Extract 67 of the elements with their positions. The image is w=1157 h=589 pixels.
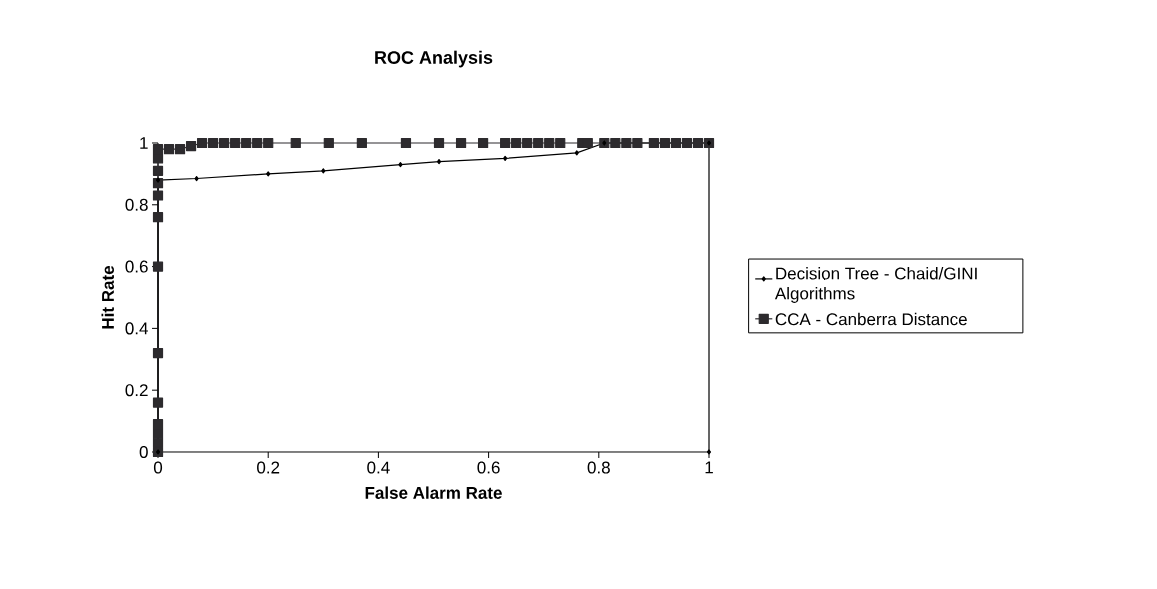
point [522, 137, 533, 149]
y-tick-label: 0.4 [125, 322, 148, 335]
point [500, 137, 511, 149]
x-tick-label: 0.8 [587, 461, 610, 474]
x-tick-label: 0.2 [257, 461, 280, 474]
point [152, 144, 164, 155]
x-tick-label: 0 [153, 461, 163, 474]
point [152, 261, 164, 272]
point [196, 137, 208, 149]
point [152, 348, 164, 359]
point [433, 137, 445, 149]
point [659, 137, 671, 149]
chart-title: ROC Analysis [375, 50, 493, 68]
point [219, 137, 230, 149]
point [670, 137, 682, 149]
y-tick-label: 0.6 [125, 260, 148, 273]
legend-label: Decision Tree - Chaid/GINI Algorithms [774, 267, 977, 303]
x-axis-title: False Alarm Rate [365, 486, 502, 499]
point [241, 137, 252, 149]
point [610, 137, 621, 149]
x-tick-label: 0.4 [367, 461, 390, 474]
point [252, 137, 263, 149]
point [478, 137, 489, 149]
point [174, 144, 186, 155]
point [152, 165, 164, 176]
y-tick-label: 0 [139, 445, 148, 459]
point [230, 137, 241, 149]
point [163, 144, 175, 155]
point [621, 137, 632, 149]
point [511, 137, 522, 149]
point [266, 171, 271, 177]
point [321, 168, 326, 174]
point [398, 162, 403, 168]
point [194, 175, 199, 182]
point [152, 212, 164, 223]
point [152, 419, 164, 430]
x-tick-label: 0.6 [477, 461, 500, 474]
y-tick-label: 0.8 [125, 198, 148, 211]
point [503, 155, 508, 162]
point [290, 137, 301, 149]
point [152, 153, 164, 164]
point [400, 137, 412, 149]
point [356, 137, 367, 149]
point [533, 137, 544, 149]
point [574, 150, 579, 156]
legend-label: CCA - Canberra Distance [775, 312, 967, 326]
point [692, 137, 704, 149]
point [681, 137, 693, 149]
point [706, 449, 712, 455]
point [555, 137, 566, 149]
point [323, 137, 334, 149]
point [263, 137, 274, 149]
point [185, 140, 197, 152]
point [152, 428, 164, 439]
point [208, 137, 219, 149]
point [544, 137, 555, 149]
y-tick-label: 0.2 [125, 384, 148, 397]
point [155, 177, 161, 183]
point [152, 397, 164, 408]
point [632, 137, 643, 149]
point [648, 137, 660, 149]
y-tick-label: 1 [140, 137, 148, 149]
point [455, 137, 467, 149]
x-tick-label: 1 [705, 461, 713, 474]
y-axis-title: Hit Rate [101, 265, 114, 329]
point [152, 190, 164, 201]
point [436, 158, 442, 165]
